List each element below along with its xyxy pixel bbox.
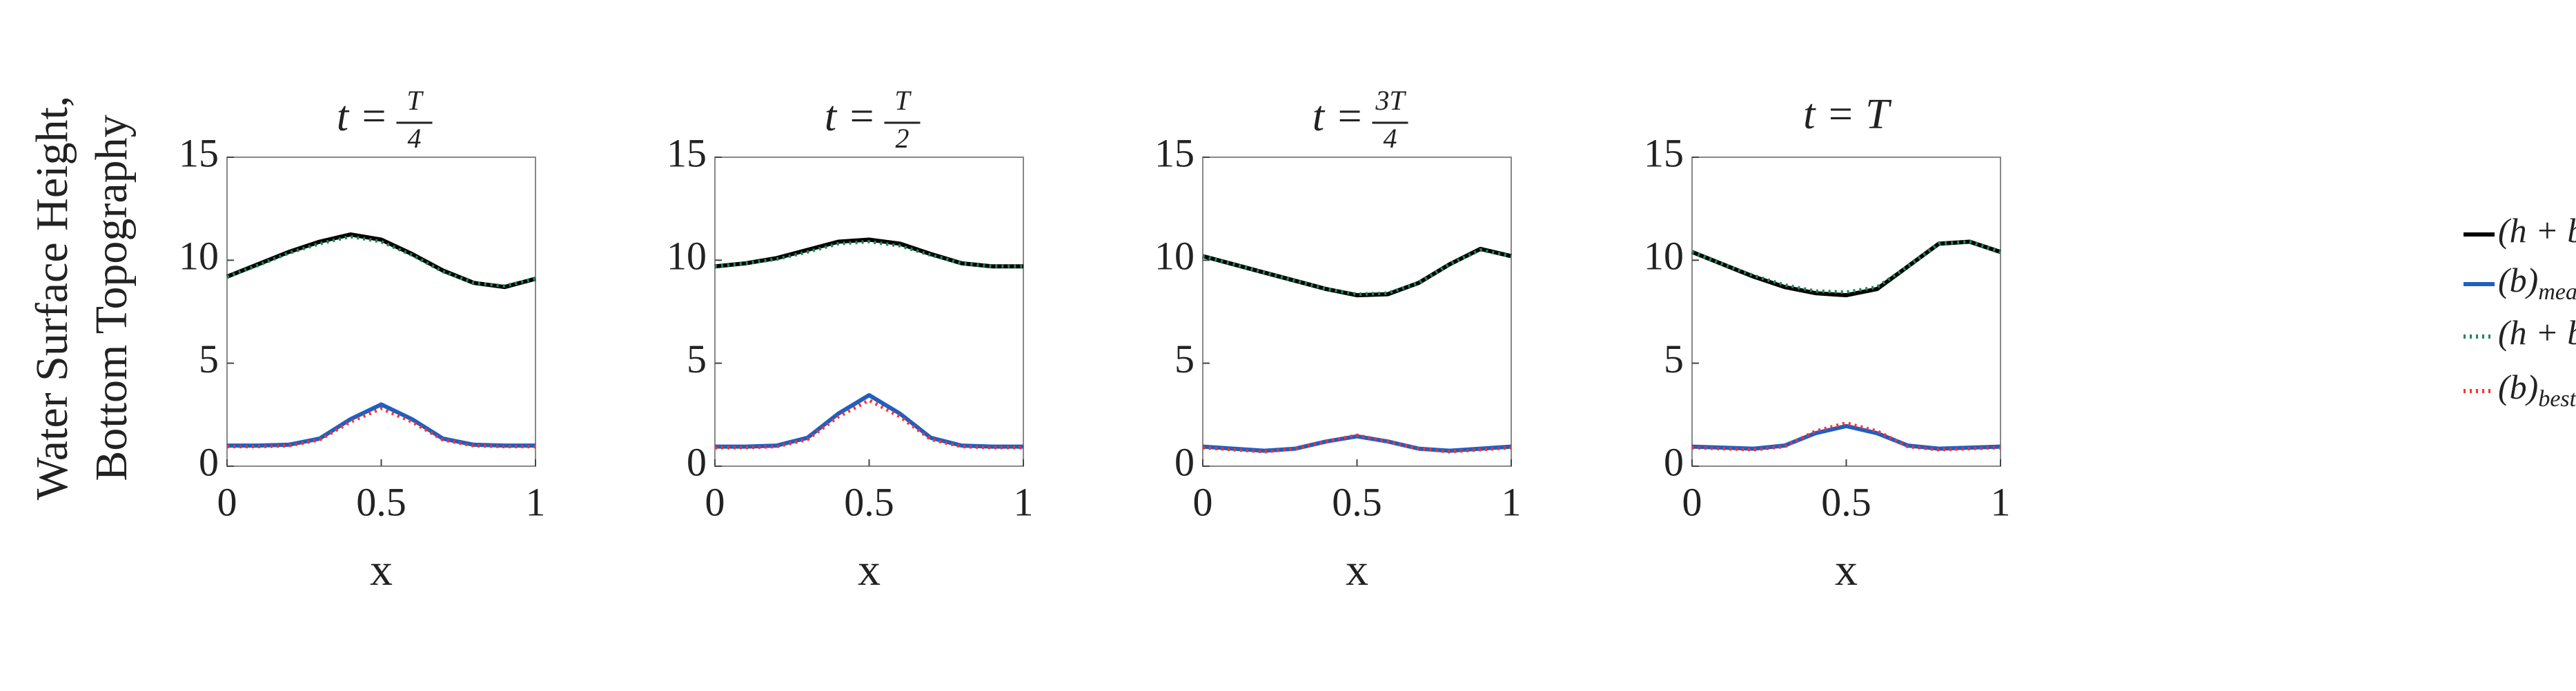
title-numerator: 3T [1375,85,1406,116]
x-axis-label: x [1346,545,1368,595]
series-line [226,234,536,288]
y-tick-label: 5 [1664,337,1684,381]
series-line [226,232,536,290]
x-tick-label: 1 [526,479,546,524]
series-line [1202,434,1512,453]
x-axis-label: x [370,545,393,595]
x-tick-label: 1 [1502,479,1522,524]
title-lhs: t = [1312,93,1364,140]
legend-name: (b) [2498,368,2538,406]
legend-name: (h + b) [2498,211,2576,250]
x-tick-label: 0 [217,479,237,524]
y-tick-label: 5 [1174,337,1194,381]
title: t = T [1803,91,1892,138]
y-tick-label: 15 [179,130,219,175]
title-lhs: t = [825,93,876,140]
axes-box [714,157,1024,467]
y-tick-label: 10 [667,234,707,279]
legend-entry: (b)meas(x, t) [2498,261,2576,304]
series-line [715,393,1023,449]
x-axis-label: x [858,545,881,595]
legend-name: (h + b) [2498,313,2576,352]
title-denominator: 4 [408,123,422,154]
legend-name: (b) [2498,261,2538,299]
title-numerator: T [406,85,424,116]
series-line [227,402,535,448]
x-tick-label: 0 [705,479,725,524]
series-line [714,237,1023,269]
x-tick-label: 0.5 [1332,479,1382,524]
legend-entry: (b)best(x, t) [2498,368,2576,411]
x-tick-label: 1 [1014,479,1034,524]
legend-subscript: meas [2538,279,2576,305]
series-line [1691,421,2001,452]
y-tick-label: 10 [1154,234,1194,279]
series-line [1691,423,2001,451]
y-axis-label: Bottom Topography [86,114,137,481]
y-tick-label: 10 [179,234,219,279]
y-tick-label: 5 [199,337,219,381]
series-line [1202,246,1512,298]
title-denominator: 2 [896,123,910,154]
legend-subscript: best [2538,386,2576,412]
y-tick-label: 15 [667,130,707,175]
y-tick-label: 0 [687,439,707,484]
legend-entry: (h + b)meas(x, t) [2498,211,2576,254]
x-tick-label: 0.5 [844,479,894,524]
title-denominator: 4 [1384,123,1397,154]
y-tick-label: 5 [687,337,707,381]
series-line [714,240,1023,268]
x-tick-label: 0 [1193,479,1213,524]
y-tick-label: 0 [1174,439,1194,484]
title-lhs: t = [337,93,389,140]
x-tick-label: 1 [1991,479,2011,524]
series-line [715,398,1023,450]
axes-box [226,157,536,467]
title-numerator: T [894,85,912,116]
x-tick-label: 0 [1682,479,1702,524]
legend-entry: (h + b)best(x, t) [2498,313,2576,357]
series-line [1691,239,2001,298]
y-tick-label: 15 [1644,130,1684,175]
series-line [227,406,535,449]
x-tick-label: 0.5 [1821,479,1871,524]
axes-box [1202,157,1512,467]
y-tick-label: 0 [1664,439,1684,484]
series-line [1691,240,2001,294]
axes-box [1691,157,2001,467]
y-tick-label: 10 [1644,234,1684,279]
y-tick-label: 0 [199,439,219,484]
y-tick-label: 15 [1154,130,1194,175]
y-axis-label: Water Surface Height, [27,96,77,501]
x-axis-label: x [1835,545,1858,595]
series-line [1202,433,1512,454]
x-tick-label: 0.5 [356,479,406,524]
